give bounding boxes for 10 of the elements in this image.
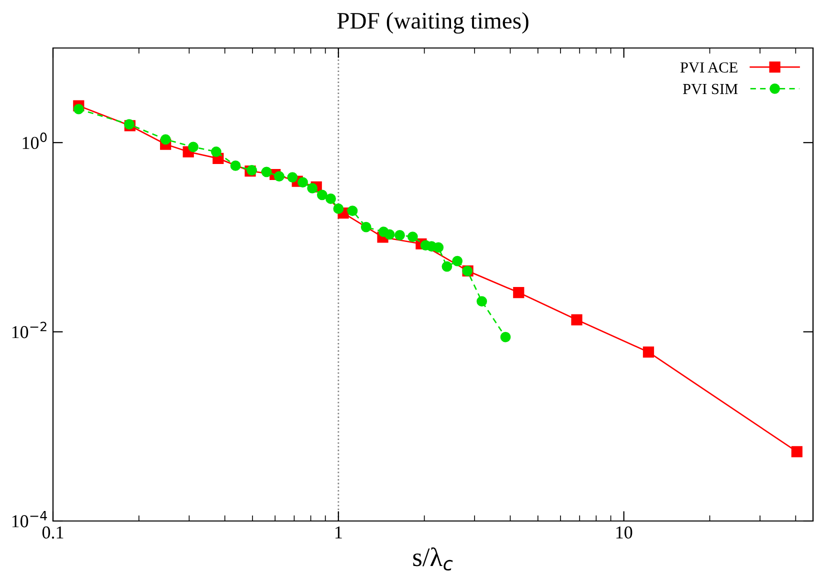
y-tick-label: 10$^{−4}$ — [12, 511, 47, 528]
x-tick-label: 10 — [616, 526, 632, 539]
y-tick-label: 10$^{−2}$ — [12, 322, 46, 338]
y-tick-label: 10$^{0}$ — [22, 132, 47, 150]
legend-label: PVI ACE — [680, 62, 738, 73]
chart-title: PDF (waiting times) — [337, 12, 528, 34]
legend-label: PVI SIM — [682, 84, 738, 94]
x-tick-label: 1 — [335, 526, 342, 538]
x-axis-title: s/λ$_{c}$ — [413, 547, 453, 571]
x-tick-label: 0.1 — [42, 526, 64, 539]
